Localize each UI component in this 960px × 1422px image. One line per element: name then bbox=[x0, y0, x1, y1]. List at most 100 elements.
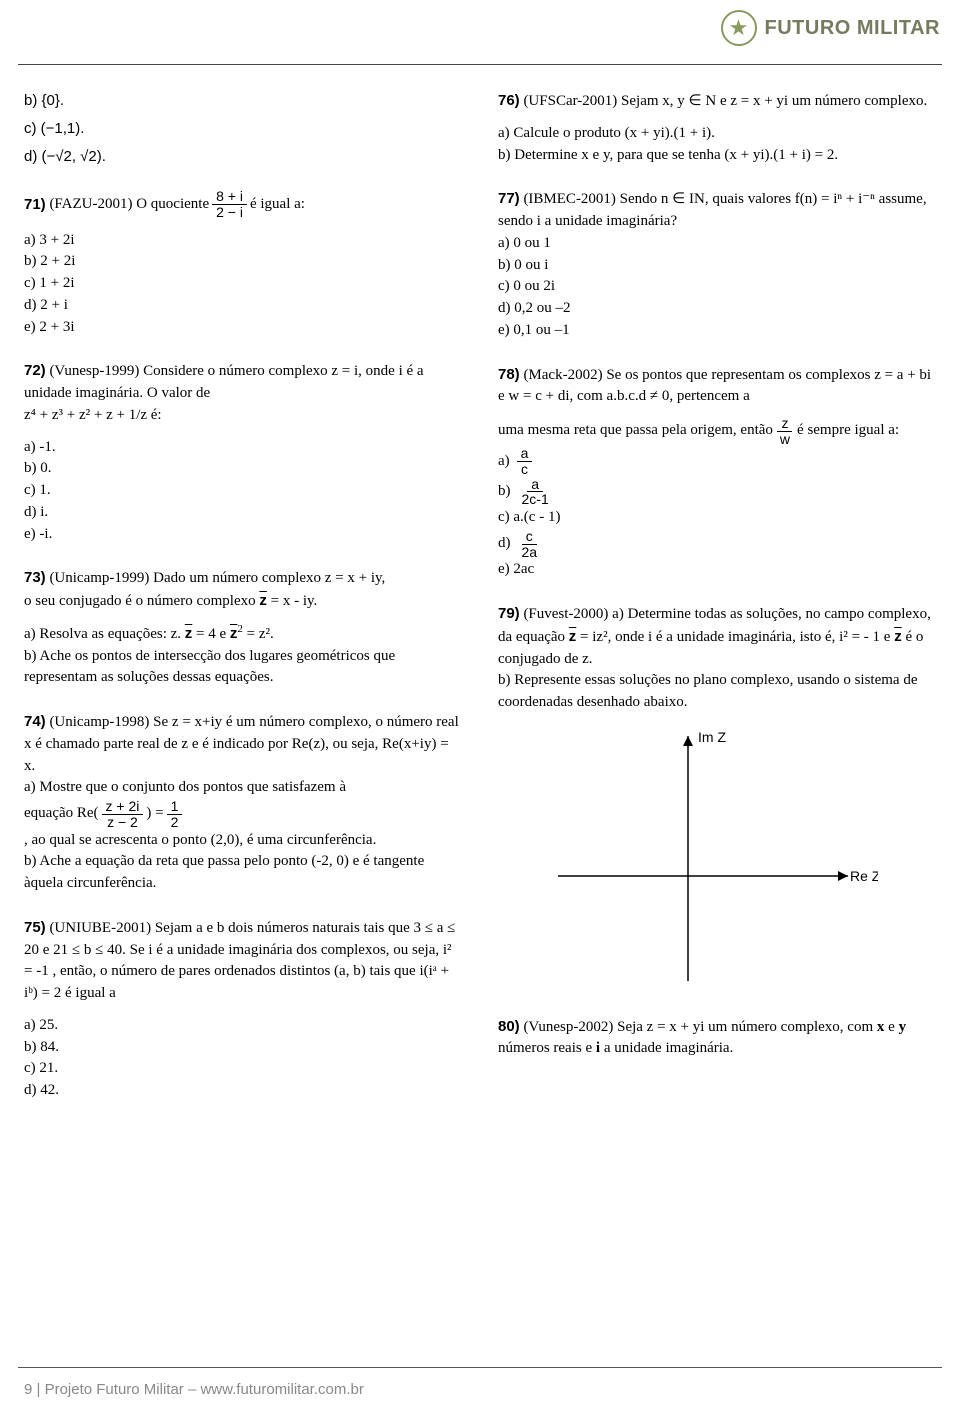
q73-l2a: o seu conjugado é o número complexo bbox=[24, 593, 259, 609]
q78-e: e) 2ac bbox=[498, 559, 936, 581]
q78-l2b: é sempre igual a: bbox=[797, 420, 899, 442]
q75-opt: c) 21. bbox=[24, 1058, 462, 1080]
q73-num: 73) bbox=[24, 569, 46, 586]
q73-l2b: = x - iy. bbox=[271, 593, 318, 609]
right-column: 76) (UFSCar-2001) Sejam x, y ∈ N e z = x… bbox=[498, 90, 936, 1342]
q75-opt: a) 25. bbox=[24, 1015, 462, 1037]
q74-a1: a) Mostre que o conjunto dos pontos que … bbox=[24, 777, 462, 799]
q70-opt-b: b) {0}. bbox=[24, 90, 462, 112]
q80-num: 80) bbox=[498, 1018, 520, 1035]
q77-body: (IBMEC-2001) Sendo n ∈ IN, quais valores… bbox=[498, 191, 927, 229]
q71-opt: a) 3 + 2i bbox=[24, 230, 462, 252]
q75-opt: d) 42. bbox=[24, 1080, 462, 1102]
zbar-icon: z bbox=[569, 628, 577, 645]
q71-opt: d) 2 + i bbox=[24, 295, 462, 317]
footer-text: 9 | Projeto Futuro Militar – www.futurom… bbox=[24, 1381, 364, 1398]
star-icon: ★ bbox=[721, 10, 757, 46]
header: ★ FUTURO MILITAR bbox=[0, 0, 960, 56]
q73-b: b) Ache os pontos de intersecção dos lug… bbox=[24, 646, 462, 690]
q71-suffix: é igual a: bbox=[250, 194, 305, 216]
q78-a-frac: ac bbox=[517, 446, 533, 476]
q71-opt: c) 1 + 2i bbox=[24, 273, 462, 295]
q73-a-pre: a) Resolva as equações: z. bbox=[24, 626, 185, 642]
q72: 72) (Vunesp-1999) Considere o número com… bbox=[24, 360, 462, 545]
q78-a-pre: a) bbox=[498, 451, 510, 473]
q74-a2-pre: equação Re( bbox=[24, 803, 99, 825]
q74-num: 74) bbox=[24, 713, 46, 730]
left-column: b) {0}. c) (−1,1). d) (−√2, √2). 71) (FA… bbox=[24, 90, 462, 1342]
q78: 78) (Mack-2002) Se os pontos que represe… bbox=[498, 364, 936, 582]
q73-a-suf: = z². bbox=[247, 626, 274, 642]
q78-d-frac: c2a bbox=[518, 529, 542, 559]
footer-divider bbox=[18, 1367, 942, 1368]
q75-num: 75) bbox=[24, 919, 46, 936]
q75-opt: b) 84. bbox=[24, 1037, 462, 1059]
q77-num: 77) bbox=[498, 190, 520, 207]
q76-b: b) Determine x e y, para que se tenha (x… bbox=[498, 145, 936, 167]
q79-a-mid: = iz², onde i é a unidade imaginária, is… bbox=[580, 629, 894, 645]
q77-opt: b) 0 ou i bbox=[498, 255, 936, 277]
q71-opt: b) 2 + 2i bbox=[24, 251, 462, 273]
q77-opt: a) 0 ou 1 bbox=[498, 233, 936, 255]
q78-body: (Mack-2002) Se os pontos que representam… bbox=[498, 367, 931, 405]
q72-body: (Vunesp-1999) Considere o número complex… bbox=[24, 363, 424, 401]
q72-expr: z⁴ + z³ + z² + z + 1/z é: bbox=[24, 405, 462, 427]
zbar-icon: z bbox=[894, 628, 902, 645]
q77-opt: d) 0,2 ou –2 bbox=[498, 298, 936, 320]
q74: 74) (Unicamp-1998) Se z = x+iy é um núme… bbox=[24, 711, 462, 895]
zbar-icon: z bbox=[259, 592, 267, 609]
q72-opt: b) 0. bbox=[24, 458, 462, 480]
q74-body: (Unicamp-1998) Se z = x+iy é um número c… bbox=[24, 714, 459, 774]
q76-a: a) Calcule o produto (x + yi).(1 + i). bbox=[498, 123, 936, 145]
q76: 76) (UFSCar-2001) Sejam x, y ∈ N e z = x… bbox=[498, 90, 936, 166]
q71-num: 71) bbox=[24, 194, 46, 216]
q80-body: (Vunesp-2002) Seja z = x + yi um número … bbox=[498, 1019, 906, 1057]
q72-opt: e) -i. bbox=[24, 524, 462, 546]
main-content: b) {0}. c) (−1,1). d) (−√2, √2). 71) (FA… bbox=[24, 90, 936, 1342]
q70-opt-d: d) (−√2, √2). bbox=[24, 146, 462, 168]
q80: 80) (Vunesp-2002) Seja z = x + yi um núm… bbox=[498, 1016, 936, 1061]
q75: 75) (UNIUBE-2001) Sejam a e b dois númer… bbox=[24, 917, 462, 1102]
q73-a-mid: = 4 e bbox=[196, 626, 230, 642]
q77-opt: c) 0 ou 2i bbox=[498, 276, 936, 298]
q72-opt: a) -1. bbox=[24, 437, 462, 459]
q74-b: b) Ache a equação da reta que passa pelo… bbox=[24, 851, 462, 895]
q71-frac: 8 + i 2 − i bbox=[212, 189, 247, 219]
q79: 79) (Fuvest-2000) a) Determine todas as … bbox=[498, 603, 936, 994]
q77: 77) (IBMEC-2001) Sendo n ∈ IN, quais val… bbox=[498, 188, 936, 341]
zbar-icon: z bbox=[185, 625, 193, 642]
q70-fragment: b) {0}. c) (−1,1). d) (−√2, √2). bbox=[24, 90, 462, 167]
q78-l2a: uma mesma reta que passa pela origem, en… bbox=[498, 420, 773, 442]
q78-num: 78) bbox=[498, 366, 520, 383]
q76-body: (UFSCar-2001) Sejam x, y ∈ N e z = x + y… bbox=[523, 93, 927, 109]
q72-num: 72) bbox=[24, 362, 46, 379]
q70-opt-c: c) (−1,1). bbox=[24, 118, 462, 140]
q73: 73) (Unicamp-1999) Dado um número comple… bbox=[24, 567, 462, 689]
brand-logo: ★ FUTURO MILITAR bbox=[721, 10, 941, 46]
q76-num: 76) bbox=[498, 92, 520, 109]
q75-body: (UNIUBE-2001) Sejam a e b dois números n… bbox=[24, 920, 455, 1001]
q79-b: b) Represente essas soluções no plano co… bbox=[498, 670, 936, 714]
rez-label: Re Z bbox=[850, 868, 878, 884]
q71: 71) (FAZU-2001) O quociente 8 + i 2 − i … bbox=[24, 189, 462, 338]
q71-text: (FAZU-2001) O quociente bbox=[49, 194, 209, 216]
q73-l1: (Unicamp-1999) Dado um número complexo z… bbox=[49, 570, 385, 586]
q74-frac2: 1 2 bbox=[167, 799, 183, 829]
top-divider bbox=[18, 64, 942, 65]
imz-label: Im Z bbox=[698, 729, 726, 745]
q78-c: c) a.(c - 1) bbox=[498, 507, 936, 529]
q79-num: 79) bbox=[498, 605, 520, 622]
q78-frac: z w bbox=[776, 416, 794, 446]
q71-opt: e) 2 + 3i bbox=[24, 317, 462, 339]
q74-a2-mid: ) = bbox=[146, 803, 163, 825]
q72-opt: d) i. bbox=[24, 502, 462, 524]
complex-plane-diagram: Im Z Re Z bbox=[538, 726, 878, 986]
q78-b-pre: b) bbox=[498, 481, 511, 503]
q74-a2-suf: , ao qual se acrescenta o ponto (2,0), é… bbox=[24, 830, 376, 852]
q78-d-pre: d) bbox=[498, 533, 511, 555]
q78-b-frac: a2c-1 bbox=[518, 477, 553, 507]
brand-name: FUTURO MILITAR bbox=[765, 17, 941, 40]
q72-opt: c) 1. bbox=[24, 480, 462, 502]
q74-frac1: z + 2i z − 2 bbox=[102, 799, 144, 829]
q77-opt: e) 0,1 ou –1 bbox=[498, 320, 936, 342]
